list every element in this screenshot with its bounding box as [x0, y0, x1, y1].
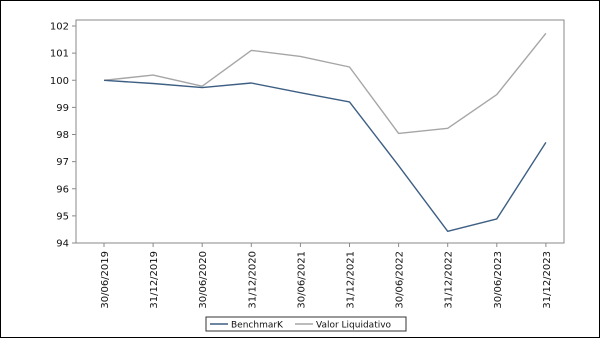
x-tick-label: 30/06/2020: [198, 251, 209, 309]
legend-label: Valor Liquidativo: [316, 321, 392, 331]
x-tick-label: 30/06/2021: [296, 251, 307, 309]
x-tick-label: 31/12/2019: [149, 251, 160, 309]
x-axis: 30/06/2019 31/12/2019 30/06/2020 31/12/2020…: [100, 243, 553, 309]
x-tick-label: 31/12/2022: [444, 251, 455, 309]
x-tick-label: 30/06/2022: [395, 251, 406, 309]
x-tick-label: 30/06/2023: [493, 251, 504, 309]
legend-label: BenchmarK: [231, 321, 284, 331]
y-axis: 94 95 96 97 98 99 100 101 102: [50, 22, 76, 250]
y-tick-label: 97: [56, 157, 69, 168]
y-tick-label: 101: [50, 49, 69, 60]
y-tick-label: 94: [56, 239, 69, 250]
x-tick-label: 30/06/2019: [100, 251, 111, 309]
y-tick-label: 98: [56, 130, 69, 141]
x-tick-label: 31/12/2023: [542, 251, 553, 309]
y-tick-label: 95: [56, 211, 69, 222]
y-tick-label: 99: [56, 103, 69, 114]
x-tick-label: 31/12/2021: [346, 251, 357, 309]
series-line-valor-liquidativo: [103, 32, 547, 135]
plot-area: [75, 19, 565, 244]
y-tick-label: 100: [50, 76, 69, 87]
series-lines: [103, 32, 547, 233]
legend: BenchmarK Valor Liquidativo: [205, 316, 407, 332]
series-line-benchmark: [103, 79, 547, 233]
y-tick-label: 102: [50, 22, 69, 33]
y-tick-label: 96: [56, 184, 69, 195]
x-tick-label: 31/12/2020: [247, 251, 258, 309]
